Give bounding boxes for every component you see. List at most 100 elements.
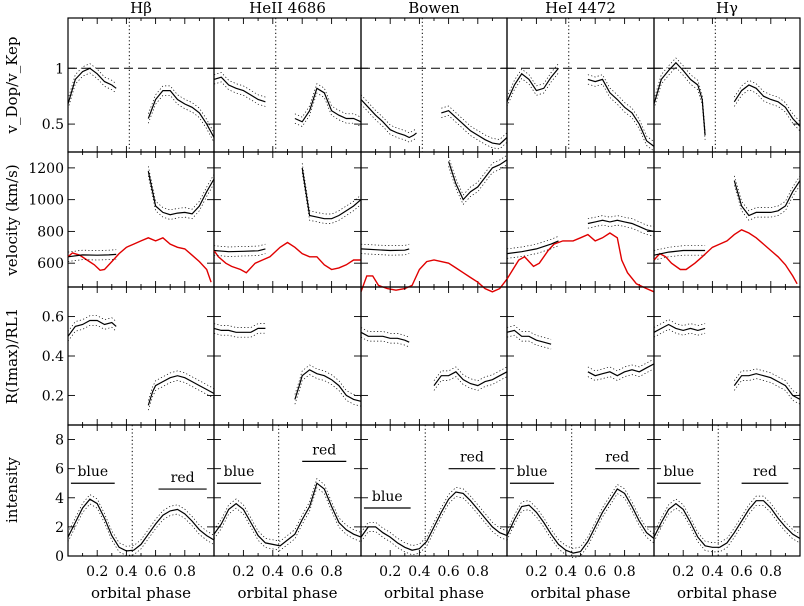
x-tick-label: 0.6 <box>730 564 752 580</box>
y-tick-label: 0.4 <box>42 349 64 365</box>
x-tick-label: 0.4 <box>701 564 723 580</box>
data-curve <box>506 240 559 255</box>
x-tick-label: 0.6 <box>437 564 459 580</box>
panel-frame <box>653 17 801 153</box>
data-curve <box>213 248 266 253</box>
error-band-lower <box>506 493 655 559</box>
y-tick-label: 0 <box>55 549 64 565</box>
error-band-upper <box>448 154 508 196</box>
error-band-upper <box>147 85 215 133</box>
column-title: HeI 4472 <box>545 0 616 17</box>
panel-frame <box>67 424 215 557</box>
panel-frame <box>506 17 655 153</box>
error-band-upper <box>213 478 362 542</box>
panel-frame <box>213 17 362 153</box>
x-tick-label: 0.2 <box>232 564 254 580</box>
x-tick-label: 0.8 <box>760 564 782 580</box>
panel-frame <box>653 424 801 557</box>
panel-frame <box>360 17 508 153</box>
x-axis-label: orbital phase <box>531 584 631 602</box>
error-band-lower <box>213 253 266 257</box>
red-region-label: red <box>171 470 195 486</box>
data-curve <box>67 498 215 552</box>
y-axis-label: v_Dop/v_Kep <box>3 37 21 135</box>
x-tick-label: 0.8 <box>174 564 196 580</box>
data-curve <box>213 76 266 103</box>
error-band-lower <box>506 245 559 259</box>
data-curve <box>653 249 706 256</box>
y-tick-label: 600 <box>37 256 64 272</box>
error-band-lower <box>433 376 508 391</box>
error-band-upper <box>147 370 215 401</box>
data-curve <box>67 319 117 337</box>
error-band-lower <box>67 324 117 342</box>
error-band-lower <box>67 503 215 556</box>
data-curve <box>147 375 215 406</box>
blue-region-label: blue <box>224 464 255 480</box>
error-band-lower <box>653 504 801 553</box>
error-band-upper <box>587 74 655 142</box>
data-curve <box>147 89 215 138</box>
y-tick-label: 6 <box>55 462 64 478</box>
data-curve <box>653 61 706 136</box>
data-curve <box>294 369 362 402</box>
data-curve <box>360 248 410 252</box>
error-band-upper <box>587 215 655 228</box>
panel-frame <box>67 17 215 153</box>
data-curve <box>587 363 655 377</box>
error-band-upper <box>294 364 362 397</box>
data-curve <box>733 84 801 127</box>
y-tick-label: 2 <box>55 520 64 536</box>
error-band-lower <box>360 336 410 348</box>
error-band-lower <box>360 103 417 143</box>
error-band-upper <box>653 245 706 251</box>
panel-frame <box>506 151 655 288</box>
data-curve <box>441 110 508 145</box>
model-curve <box>213 241 361 274</box>
panel-frame <box>506 286 655 426</box>
data-curve <box>587 78 655 147</box>
error-band-upper <box>653 319 706 328</box>
error-band-upper <box>653 57 706 131</box>
error-band-lower <box>653 66 706 140</box>
error-band-lower <box>653 254 706 261</box>
error-band-upper <box>734 79 801 122</box>
data-curve <box>360 491 508 551</box>
error-band-upper <box>653 495 801 544</box>
panel-frame <box>67 151 215 288</box>
data-curve <box>147 170 215 216</box>
data-curve <box>506 329 552 345</box>
data-curve <box>433 371 508 387</box>
data-curve <box>360 331 410 343</box>
x-tick-label: 0.4 <box>262 564 284 580</box>
x-tick-label: 0.8 <box>613 564 635 580</box>
column-title: Hβ <box>130 0 152 17</box>
x-tick-label: 0.2 <box>86 564 108 580</box>
error-band-lower <box>67 72 117 109</box>
panel-frame <box>213 286 362 426</box>
error-band-lower <box>147 380 215 411</box>
y-tick-label: 1000 <box>28 193 64 209</box>
x-axis-label: orbital phase <box>238 584 338 602</box>
model-curve <box>653 229 798 285</box>
data-curve <box>294 87 362 123</box>
y-tick-label: 0.2 <box>42 388 64 404</box>
x-tick-label: 0.8 <box>467 564 489 580</box>
error-band-upper <box>213 323 266 328</box>
y-axis-label: R(Imax)/RL1 <box>3 308 21 404</box>
data-curve <box>653 323 706 333</box>
data-curve <box>360 99 417 139</box>
error-band-upper <box>441 105 508 140</box>
model-curve <box>506 232 655 293</box>
x-tick-label: 0.2 <box>525 564 547 580</box>
blue-region-label: blue <box>517 464 548 480</box>
column-title: Bowen <box>408 0 460 17</box>
error-band-upper <box>506 484 655 549</box>
error-band-upper <box>213 72 266 98</box>
error-band-upper <box>733 175 801 212</box>
panel-frame <box>213 151 362 288</box>
panel-frame <box>360 151 508 288</box>
y-tick-label: 1 <box>55 61 64 77</box>
